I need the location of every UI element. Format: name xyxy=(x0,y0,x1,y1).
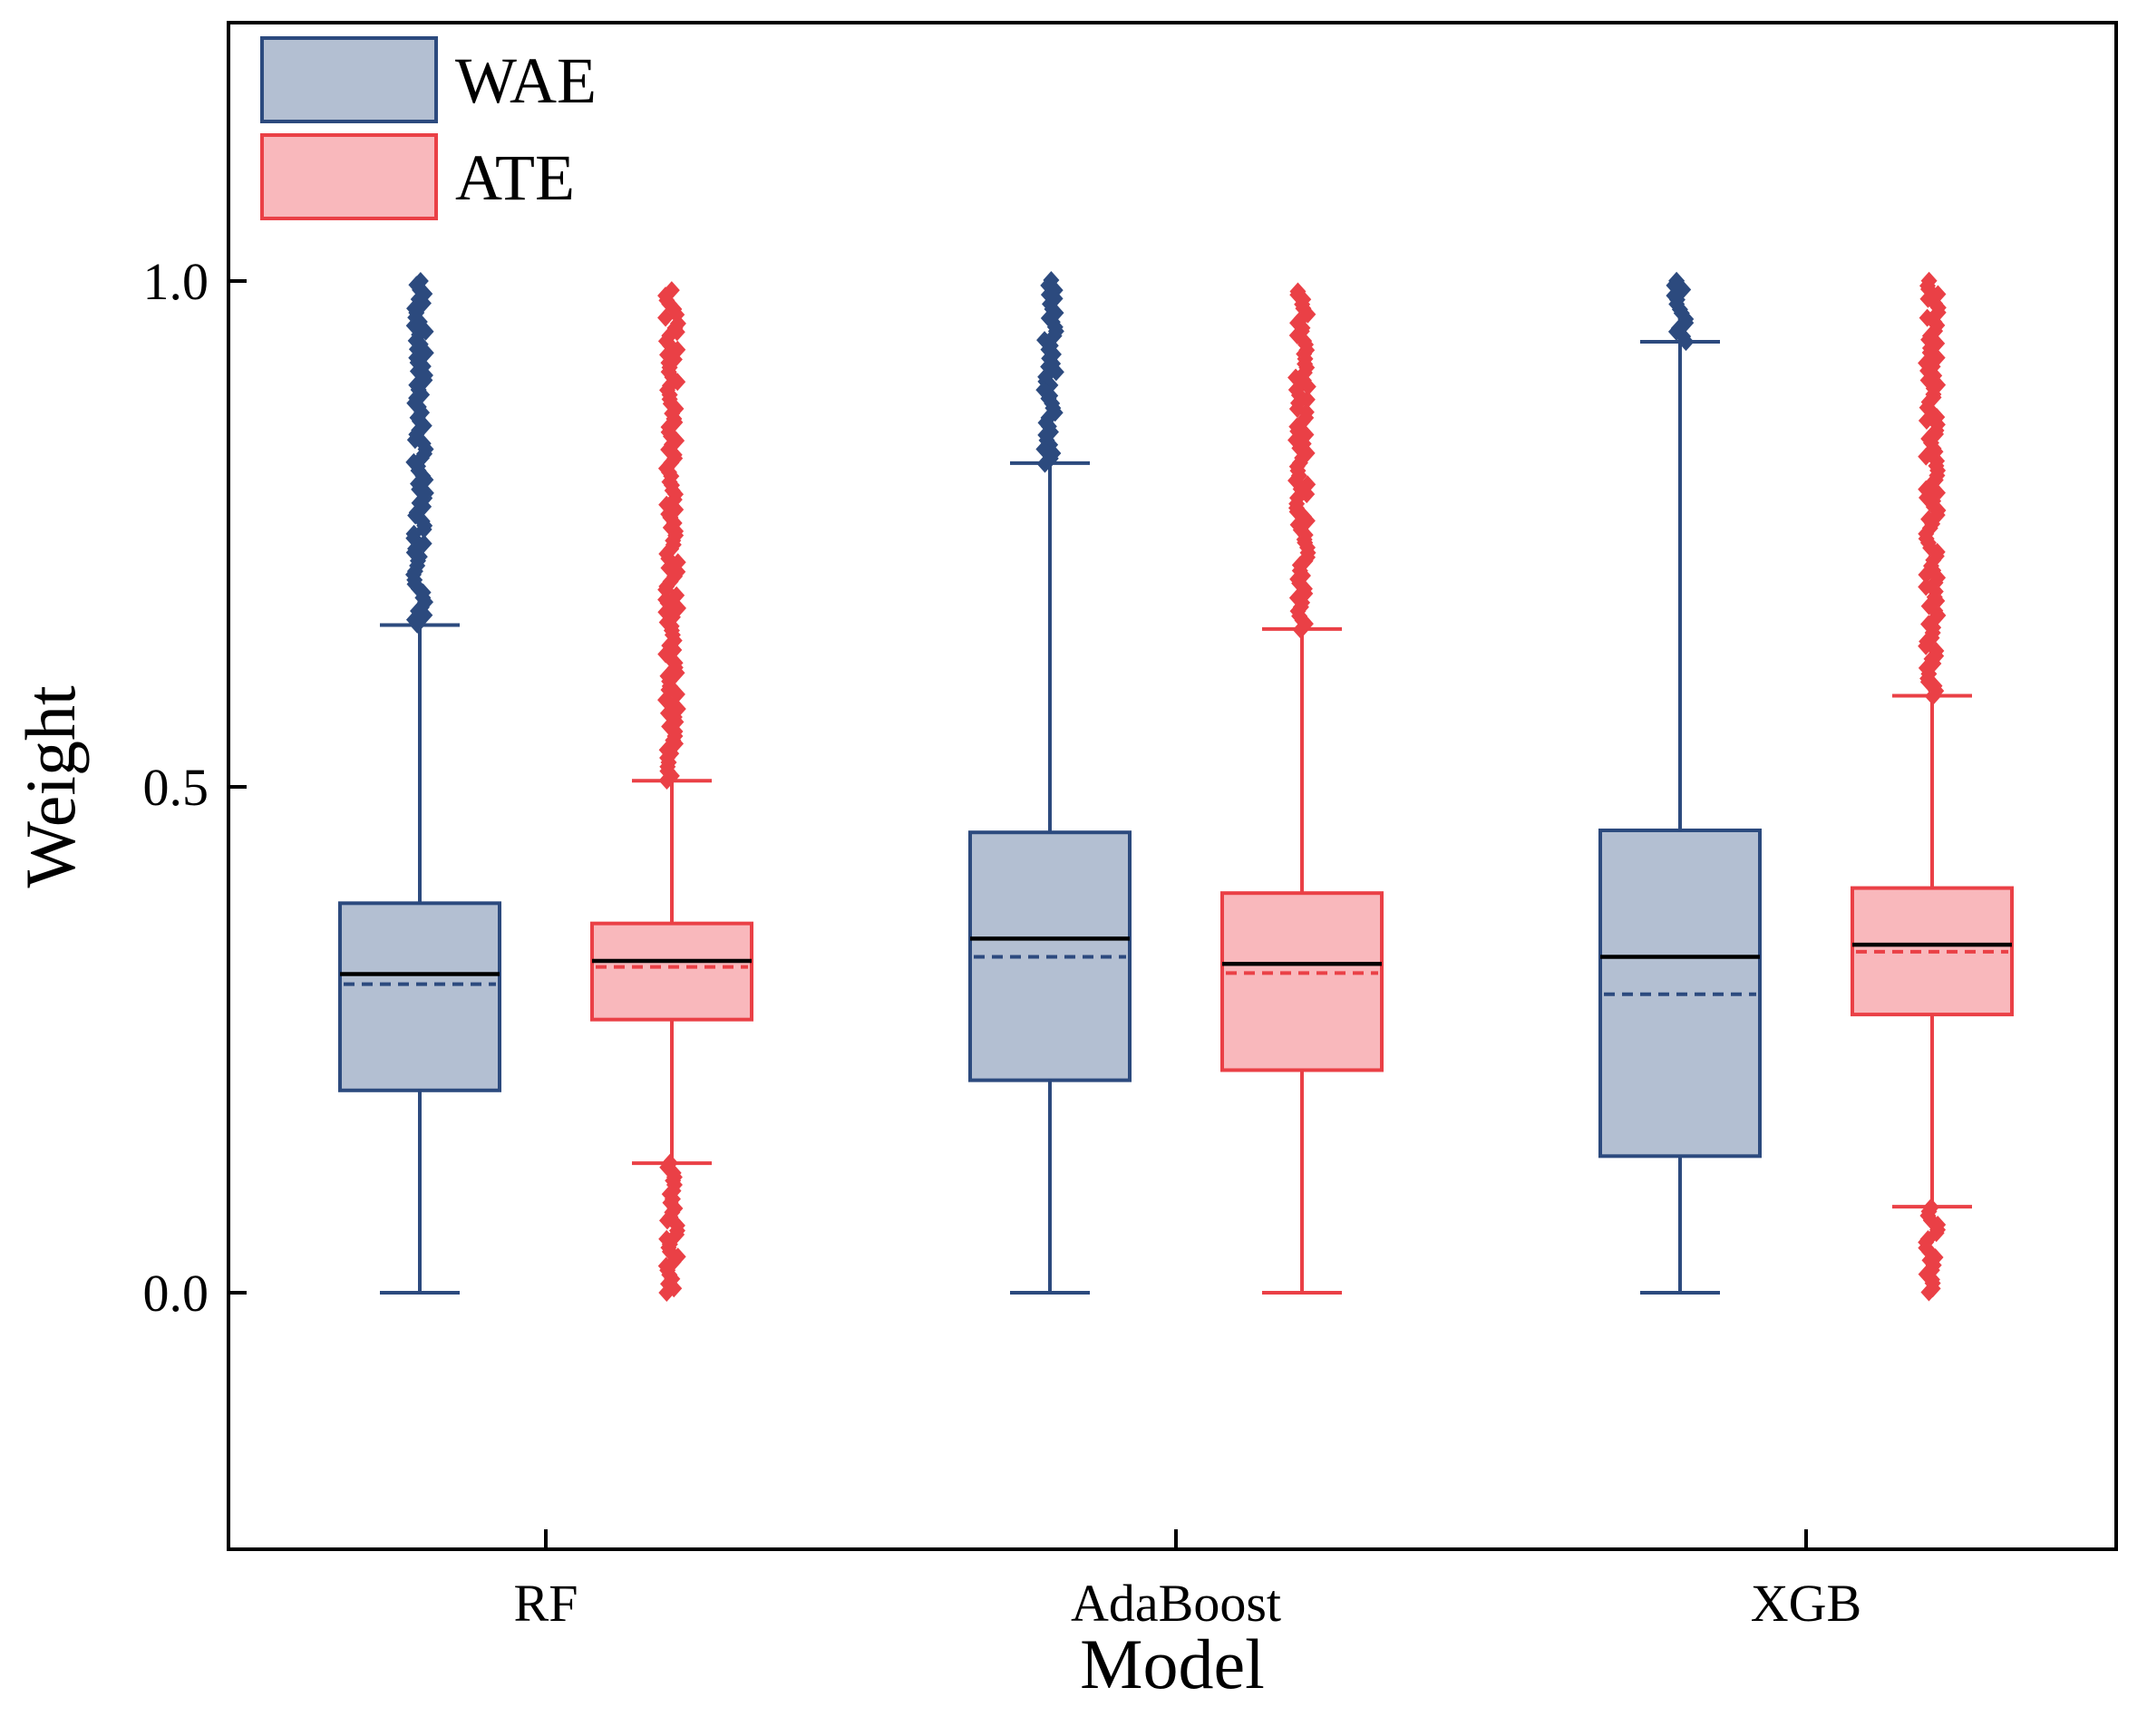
box-ate-xgb xyxy=(1851,271,2014,1302)
y-axis-title: Weight xyxy=(11,685,90,888)
outlier-group xyxy=(1918,1198,1947,1302)
outlier-point xyxy=(1920,1283,1938,1302)
x-tick-label: RF xyxy=(514,1574,578,1633)
legend-label: WAE xyxy=(455,44,597,117)
outlier-group xyxy=(1666,271,1695,352)
iqr-box xyxy=(590,921,753,1022)
outlier-group xyxy=(1287,282,1316,639)
legend-swatch xyxy=(260,36,438,123)
outlier-point xyxy=(657,308,675,327)
outlier-group xyxy=(1918,271,1947,706)
outlier-point xyxy=(1299,377,1316,396)
plot-area xyxy=(338,271,2014,1302)
iqr-box xyxy=(338,901,501,1092)
outlier-point xyxy=(658,1283,675,1302)
axes: 0.0 0.5 1.0 RF AdaBoost XGB xyxy=(143,252,1862,1633)
box-wae-adaboost xyxy=(968,271,1132,1295)
outlier-point xyxy=(663,453,680,472)
legend: WAE ATE xyxy=(260,36,597,220)
legend-label: ATE xyxy=(455,141,575,214)
box-ate-adaboost xyxy=(1220,282,1384,1295)
x-tick-label: XGB xyxy=(1751,1574,1861,1633)
y-tick-label: 1.0 xyxy=(143,252,209,311)
box-wae-rf xyxy=(338,271,501,1295)
x-axis-title: Model xyxy=(1080,1624,1265,1703)
legend-swatch xyxy=(260,133,438,220)
box-wae-xgb xyxy=(1598,271,1762,1295)
outlier-group xyxy=(1035,271,1064,473)
iqr-box xyxy=(1220,891,1384,1072)
outlier-group xyxy=(405,271,434,634)
x-tick-label: AdaBoost xyxy=(1071,1574,1281,1633)
plot-frame xyxy=(227,21,2118,1551)
outlier-group xyxy=(657,1153,686,1302)
outlier-group xyxy=(657,281,686,790)
y-tick-label: 0.5 xyxy=(143,758,209,817)
box-ate-rf xyxy=(590,281,753,1302)
y-tick-label: 0.0 xyxy=(143,1264,209,1323)
